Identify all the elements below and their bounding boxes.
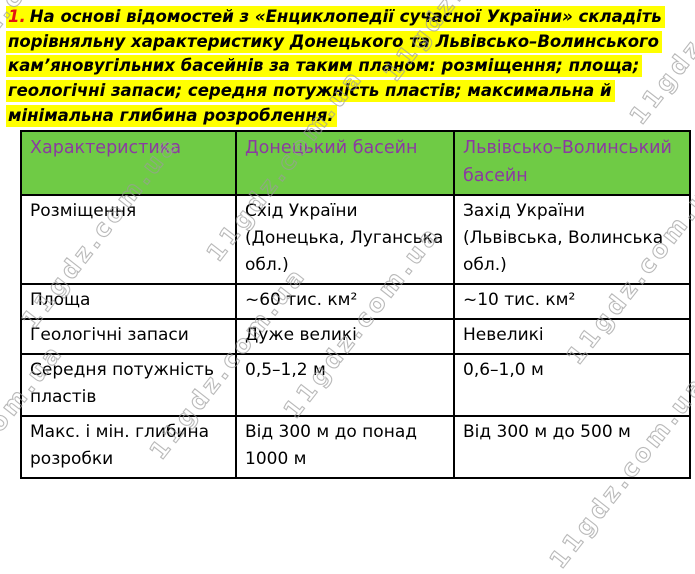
column-header: Львівсько–Волинський басейн <box>453 130 691 196</box>
table-cell: Розміщення <box>20 194 237 285</box>
table-row: Середня потужність пластів 0,5–1,2 м 0,6–1… <box>20 353 691 417</box>
comparison-table: Характеристика Донецький басейн Львівсько–… <box>20 130 691 479</box>
exercise-number: 1. <box>8 7 26 26</box>
table-row: Геологічні запаси Дуже великі Невеликі <box>20 318 691 355</box>
table-cell: Від 300 м до понад 1000 м <box>235 415 455 479</box>
table-cell: ~60 тис. км² <box>235 283 455 320</box>
title-line: мінімальна глибина розроблення. <box>6 104 695 129</box>
title-line-text: кам’яновугільних басейнів за таким плано… <box>8 56 640 76</box>
table-row: Розміщення Схід України (Донецька, Луганс… <box>20 194 691 285</box>
title-line-text: мінімальна глибина розроблення. <box>8 105 334 125</box>
table-cell: Геологічні запаси <box>20 318 237 355</box>
table-cell: Середня потужність пластів <box>20 353 237 417</box>
title-line-text: порівняльну характеристику Донецького та… <box>8 31 660 51</box>
table-row: Площа ~60 тис. км² ~10 тис. км² <box>20 283 691 320</box>
table-cell: 0,5–1,2 м <box>235 353 455 417</box>
table-cell: Дуже великі <box>235 318 455 355</box>
table-cell: Захід України (Львівська, Волинська обл.… <box>453 194 691 285</box>
table-cell: Невеликі <box>453 318 691 355</box>
title-line-text: На основі відомостей з «Енциклопедії суч… <box>29 7 662 26</box>
title-line: порівняльну характеристику Донецького та… <box>6 30 695 55</box>
title-line: 1. На основі відомостей з «Енциклопедії с… <box>6 5 695 30</box>
table-cell: Макс. і мін. глибина розробки <box>20 415 237 479</box>
header-row: Характеристика Донецький басейн Львівсько–… <box>20 130 691 196</box>
title-line-text: геологічні запаси; середня потужність пл… <box>8 81 612 101</box>
table-cell: ~10 тис. км² <box>453 283 691 320</box>
table-cell: Схід України (Донецька, Луганська обл.) <box>235 194 455 285</box>
table-cell: 0,6–1,0 м <box>453 353 691 417</box>
table-row: Макс. і мін. глибина розробки Від 300 м д… <box>20 415 691 479</box>
column-header: Характеристика <box>20 130 237 196</box>
exercise-text: 1. На основі відомостей з «Енциклопедії с… <box>6 5 695 129</box>
table-cell: Площа <box>20 283 237 320</box>
title-line: геологічні запаси; середня потужність пл… <box>6 79 695 104</box>
title-line: кам’яновугільних басейнів за таким плано… <box>6 54 695 79</box>
column-header: Донецький басейн <box>235 130 455 196</box>
table-body: Розміщення Схід України (Донецька, Луганс… <box>20 194 691 479</box>
table-cell: Від 300 м до 500 м <box>453 415 691 479</box>
